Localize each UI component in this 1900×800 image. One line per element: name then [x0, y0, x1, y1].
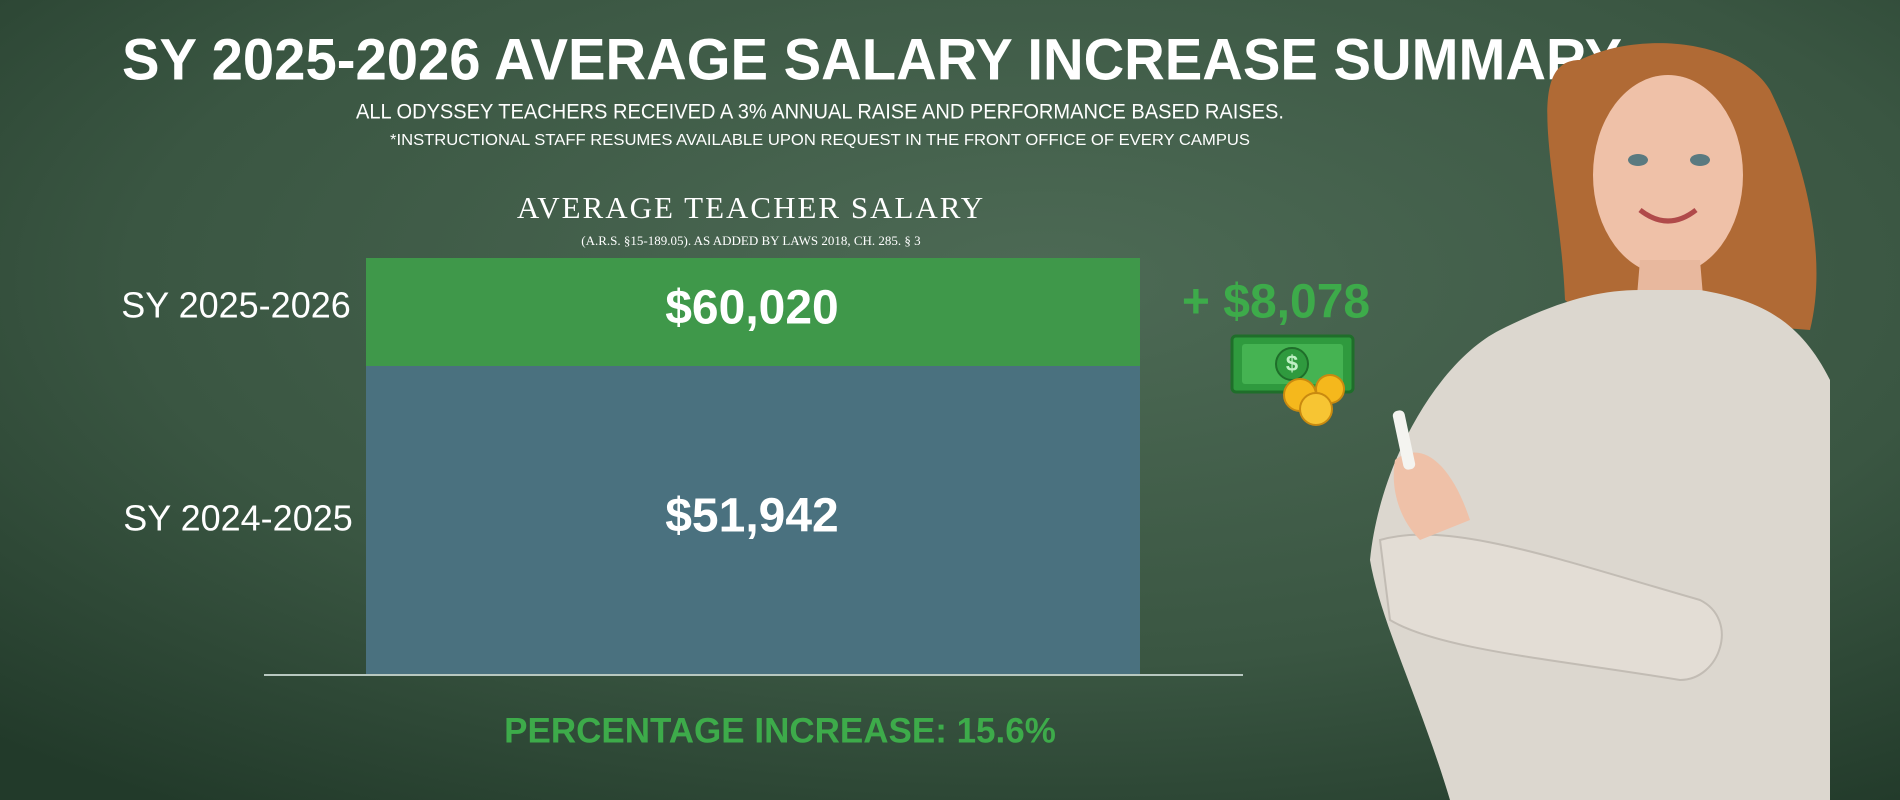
row-value: $60,020	[665, 282, 839, 335]
increase-amount: + $8,078	[1182, 276, 1370, 329]
row-label: SY 2024-2025	[123, 498, 353, 539]
note: *INSTRUCTIONAL STAFF RESUMES AVAILABLE U…	[390, 132, 1250, 149]
chart-heading: AVERAGE TEACHER SALARY	[517, 190, 985, 225]
eye	[1628, 154, 1648, 166]
current-year-bar	[366, 258, 1140, 366]
crossed-arms	[1378, 533, 1723, 682]
percentage-increase: PERCENTAGE INCREASE: 15.6%	[504, 711, 1056, 750]
hand	[1393, 452, 1470, 540]
title: SY 2025-2026 AVERAGE SALARY INCREASE SUM…	[122, 27, 1622, 92]
row-label: SY 2025-2026	[121, 285, 351, 326]
coin	[1299, 392, 1333, 426]
chalk	[1392, 410, 1416, 470]
teacher-photo	[1370, 43, 1830, 800]
previous-year-bar	[366, 366, 1140, 675]
subtitle: ALL ODYSSEY TEACHERS RECEIVED A 3% ANNUA…	[356, 101, 1284, 124]
money-icon: $	[1230, 334, 1355, 426]
smile	[1638, 207, 1698, 224]
eye	[1690, 154, 1710, 166]
face	[1593, 75, 1743, 275]
blouse	[1370, 290, 1830, 800]
dollar-sign-icon: $	[1286, 351, 1298, 376]
row-value: $51,942	[665, 490, 839, 543]
chart-citation: (A.R.S. §15-189.05). AS ADDED BY LAWS 20…	[581, 233, 920, 248]
